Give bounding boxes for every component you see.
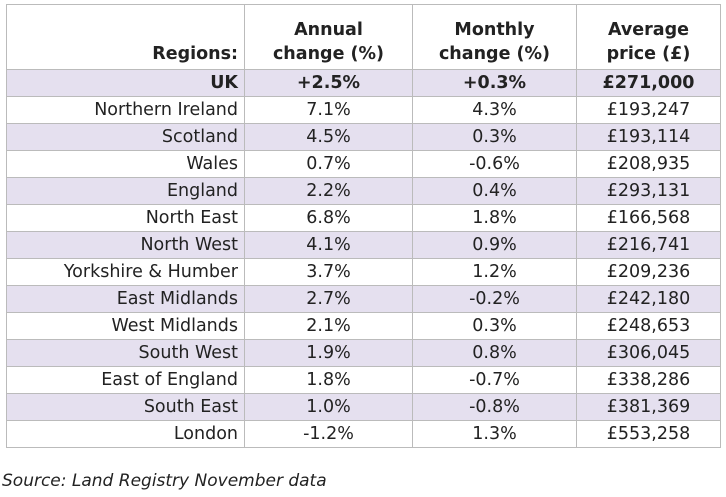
value-cell: 1.2% [412, 258, 577, 286]
table-body: UK +2.5% +0.3% £271,000 Northern Ireland 7.1%… [6, 69, 721, 448]
header-line: Annual [294, 20, 363, 40]
value-cell: 0.4% [412, 177, 577, 205]
value-cell: £293,131 [576, 177, 721, 205]
header-line: Monthly [454, 20, 535, 40]
value-cell: £193,247 [576, 96, 721, 124]
value-cell: +0.3% [412, 69, 577, 97]
region-cell: London [6, 420, 245, 448]
table-row: England 2.2% 0.4% £293,131 [6, 177, 721, 205]
region-cell: North West [6, 231, 245, 259]
value-cell: £553,258 [576, 420, 721, 448]
value-cell: £216,741 [576, 231, 721, 259]
region-cell: West Midlands [6, 312, 245, 340]
value-cell: £306,045 [576, 339, 721, 367]
header-line: price (£) [606, 44, 691, 64]
header-row: Regions: Annual change (%) Monthly change (%… [6, 4, 721, 70]
table-row: Yorkshire & Humber 3.7% 1.2% £209,236 [6, 258, 721, 286]
region-cell: UK [6, 69, 245, 97]
header-cell: Monthly change (%) [412, 4, 577, 70]
table-row: Northern Ireland 7.1% 4.3% £193,247 [6, 96, 721, 124]
table-row: East Midlands 2.7% -0.2% £242,180 [6, 285, 721, 313]
region-cell: Yorkshire & Humber [6, 258, 245, 286]
value-cell: -0.6% [412, 150, 577, 178]
value-cell: 0.8% [412, 339, 577, 367]
header-cell: Annual change (%) [244, 4, 413, 70]
region-cell: Scotland [6, 123, 245, 151]
region-cell: North East [6, 204, 245, 232]
table-row: North West 4.1% 0.9% £216,741 [6, 231, 721, 259]
value-cell: 1.8% [412, 204, 577, 232]
value-cell: 4.3% [412, 96, 577, 124]
value-cell: 0.3% [412, 312, 577, 340]
value-cell: £166,568 [576, 204, 721, 232]
header-cell: Regions: [6, 4, 245, 70]
region-cell: South West [6, 339, 245, 367]
region-cell: South East [6, 393, 245, 421]
value-cell: -0.7% [412, 366, 577, 394]
value-cell: £381,369 [576, 393, 721, 421]
table-wrap: Regions: Annual change (%) Monthly change (%… [6, 4, 721, 448]
value-cell: 2.7% [244, 285, 413, 313]
value-cell: 0.3% [412, 123, 577, 151]
value-cell: -1.2% [244, 420, 413, 448]
value-cell: £242,180 [576, 285, 721, 313]
header-line: Regions: [152, 44, 238, 64]
region-cell: Wales [6, 150, 245, 178]
header-line: change (%) [272, 44, 385, 64]
region-cell: East Midlands [6, 285, 245, 313]
table-row: East of England 1.8% -0.7% £338,286 [6, 366, 721, 394]
table-row: London -1.2% 1.3% £553,258 [6, 420, 721, 448]
value-cell: 3.7% [244, 258, 413, 286]
value-cell: 6.8% [244, 204, 413, 232]
value-cell: £271,000 [576, 69, 721, 97]
table-row: West Midlands 2.1% 0.3% £248,653 [6, 312, 721, 340]
value-cell: 0.9% [412, 231, 577, 259]
table-row: South East 1.0% -0.8% £381,369 [6, 393, 721, 421]
region-cell: England [6, 177, 245, 205]
table-row: Wales 0.7% -0.6% £208,935 [6, 150, 721, 178]
region-cell: East of England [6, 366, 245, 394]
value-cell: -0.2% [412, 285, 577, 313]
value-cell: 4.1% [244, 231, 413, 259]
value-cell: 2.2% [244, 177, 413, 205]
value-cell: £338,286 [576, 366, 721, 394]
value-cell: 1.9% [244, 339, 413, 367]
value-cell: 7.1% [244, 96, 413, 124]
value-cell: £209,236 [576, 258, 721, 286]
value-cell: £208,935 [576, 150, 721, 178]
table-row: Scotland 4.5% 0.3% £193,114 [6, 123, 721, 151]
value-cell: 1.0% [244, 393, 413, 421]
value-cell: 1.8% [244, 366, 413, 394]
source-note: Source: Land Registry November data [2, 471, 327, 491]
header-line: Average [607, 20, 690, 40]
value-cell: £248,653 [576, 312, 721, 340]
value-cell: £193,114 [576, 123, 721, 151]
value-cell: +2.5% [244, 69, 413, 97]
header-line: change (%) [438, 44, 551, 64]
table-row: South West 1.9% 0.8% £306,045 [6, 339, 721, 367]
value-cell: 1.3% [412, 420, 577, 448]
value-cell: 4.5% [244, 123, 413, 151]
value-cell: -0.8% [412, 393, 577, 421]
table-row: UK +2.5% +0.3% £271,000 [6, 69, 721, 97]
value-cell: 0.7% [244, 150, 413, 178]
table-row: North East 6.8% 1.8% £166,568 [6, 204, 721, 232]
header-cell: Average price (£) [576, 4, 721, 70]
price-table: Regions: Annual change (%) Monthly change (%… [6, 4, 721, 448]
region-cell: Northern Ireland [6, 96, 245, 124]
value-cell: 2.1% [244, 312, 413, 340]
